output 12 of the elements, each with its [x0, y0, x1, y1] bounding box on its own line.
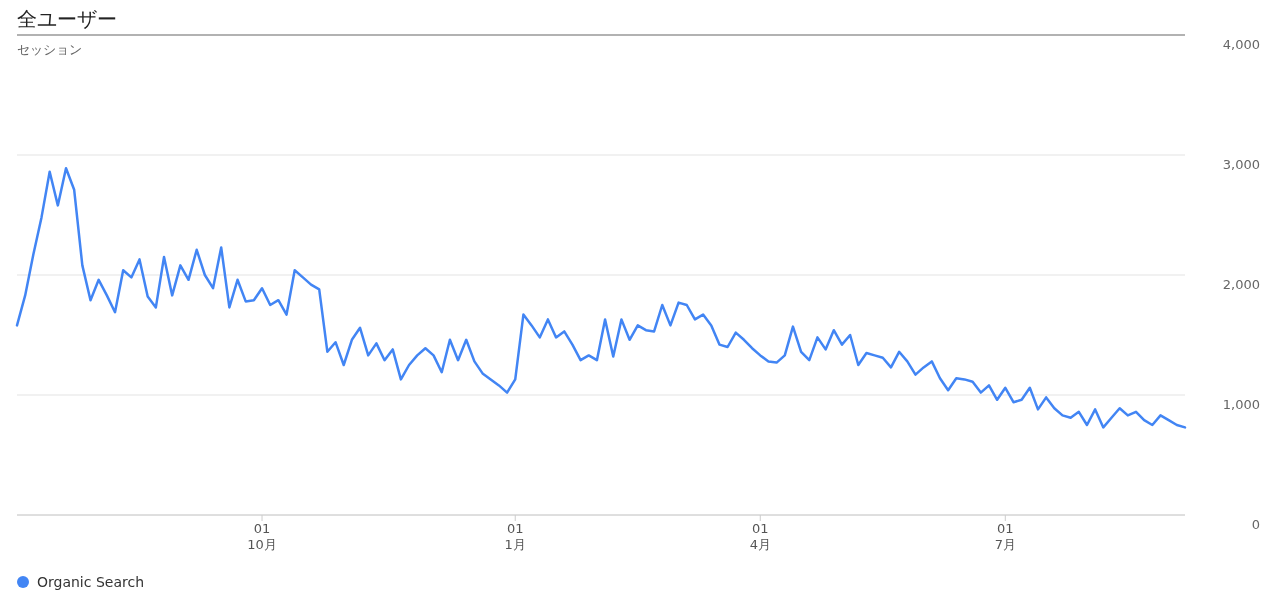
y-tick-label: 3,000: [1222, 157, 1260, 172]
y-tick-label: 0: [1251, 517, 1260, 532]
x-tick-label: 01 10月: [247, 521, 277, 552]
chart-title: 全ユーザー: [17, 7, 117, 31]
annotation: セッション: [17, 42, 82, 57]
y-tick-label: 1,000: [1222, 397, 1260, 412]
y-tick-label: 2,000: [1222, 277, 1260, 292]
x-tick-label: 01 1月: [504, 521, 526, 552]
x-tick-label: 01 7月: [994, 521, 1016, 552]
y-tick-label: 4,000: [1222, 37, 1260, 52]
x-tick-label: 01 4月: [749, 521, 771, 552]
legend-label: Organic Search: [37, 574, 145, 590]
